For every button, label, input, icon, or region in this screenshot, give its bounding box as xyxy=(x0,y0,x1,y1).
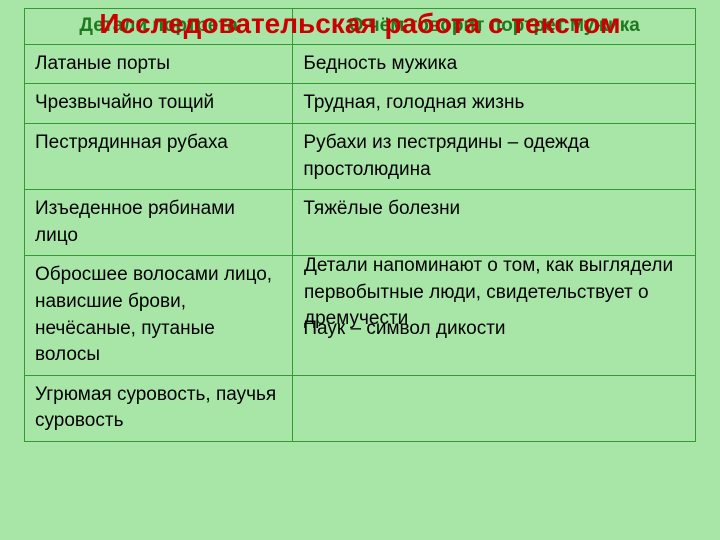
table-row: Изъеденное рябинами лицо Тяжёлые болезни xyxy=(25,190,696,256)
portrait-table: Детали портрета О чём говорит портрет му… xyxy=(24,8,696,442)
slide-container: Исследовательская работа с текстом Детал… xyxy=(0,0,720,540)
cell-meaning xyxy=(293,375,696,441)
table-row: Угрюмая суровость, паучья суровость xyxy=(25,375,696,441)
cell-detail: Изъеденное рябинами лицо xyxy=(25,190,293,256)
cell-meaning: Тяжёлые болезни xyxy=(293,190,696,256)
cell-meaning: Рубахи из пестрядины – одежда простолюди… xyxy=(293,123,696,189)
cell-meaning: Трудная, голодная жизнь xyxy=(293,84,696,124)
cell-meaning: Паук – символ дикости xyxy=(293,256,696,375)
table-wrapper: Детали портрета О чём говорит портрет му… xyxy=(24,8,696,442)
table-row: Пестрядинная рубаха Рубахи из пестрядины… xyxy=(25,123,696,189)
cell-meaning: Бедность мужика xyxy=(293,44,696,84)
cell-detail: Латаные порты xyxy=(25,44,293,84)
slide-title: Исследовательская работа с текстом xyxy=(24,8,696,40)
table-row: Чрезвычайно тощий Трудная, голодная жизн… xyxy=(25,84,696,124)
table-row: Обросшее волосами лицо, нависшие брови, … xyxy=(25,256,696,375)
cell-detail: Пестрядинная рубаха xyxy=(25,123,293,189)
cell-detail: Обросшее волосами лицо, нависшие брови, … xyxy=(25,256,293,375)
table-row: Латаные порты Бедность мужика xyxy=(25,44,696,84)
cell-detail: Угрюмая суровость, паучья суровость xyxy=(25,375,293,441)
cell-detail: Чрезвычайно тощий xyxy=(25,84,293,124)
